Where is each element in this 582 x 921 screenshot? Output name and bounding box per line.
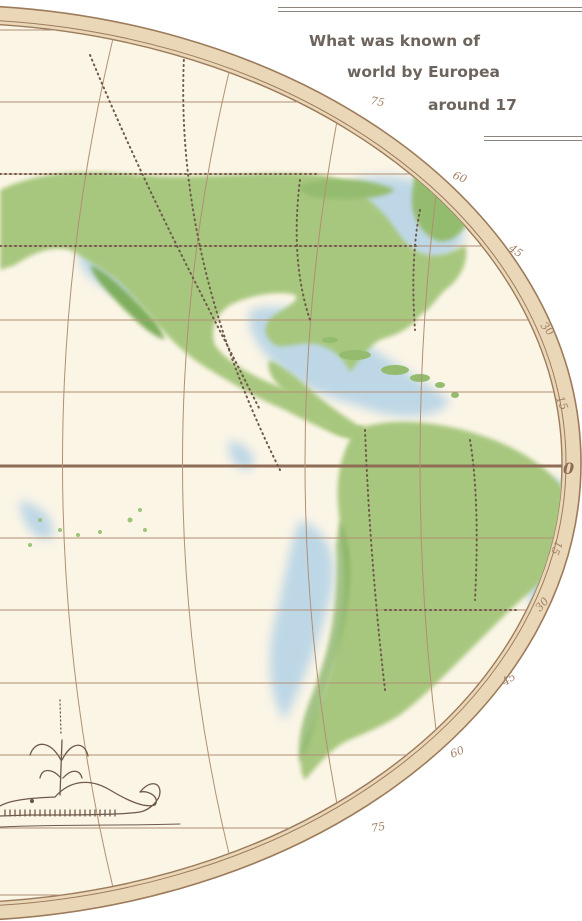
arctic-islands bbox=[299, 178, 395, 200]
caption-line-2: world by Europea bbox=[347, 63, 500, 81]
whale-icon bbox=[0, 699, 181, 828]
central-america bbox=[268, 360, 370, 442]
pacific-islands bbox=[28, 508, 147, 547]
lat-label: 75 bbox=[370, 820, 386, 835]
caption-top-rule bbox=[278, 11, 582, 12]
south-america-coast bbox=[298, 520, 350, 765]
caribbean-islands bbox=[322, 337, 459, 398]
lat-label-equator: 0 bbox=[563, 459, 574, 478]
caption-bottom-rule bbox=[484, 140, 582, 141]
caption-top-rule bbox=[278, 7, 582, 8]
caption-line-3: around 17 bbox=[428, 96, 517, 114]
baja-california bbox=[90, 265, 165, 340]
lat-label: 60 bbox=[448, 743, 466, 760]
dotted-boundaries bbox=[0, 39, 521, 691]
north-america bbox=[0, 172, 467, 438]
map-caption: What was known of world by Europea aroun… bbox=[262, 0, 582, 160]
map-border-inner-line bbox=[0, 20, 567, 906]
caption-line-1: What was known of bbox=[309, 32, 480, 50]
lat-label: 60 bbox=[451, 169, 469, 186]
lat-label: 15 bbox=[553, 394, 570, 412]
lat-label: 15 bbox=[548, 539, 565, 557]
caption-bottom-rule bbox=[484, 136, 582, 137]
lat-label: 75 bbox=[369, 94, 385, 109]
